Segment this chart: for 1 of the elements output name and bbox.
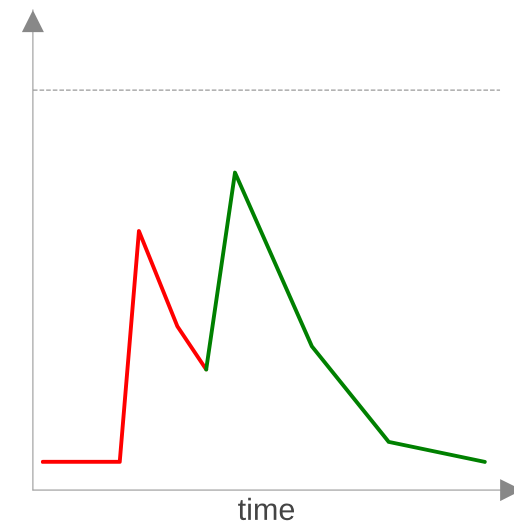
x-axis-title: time: [238, 498, 294, 520]
